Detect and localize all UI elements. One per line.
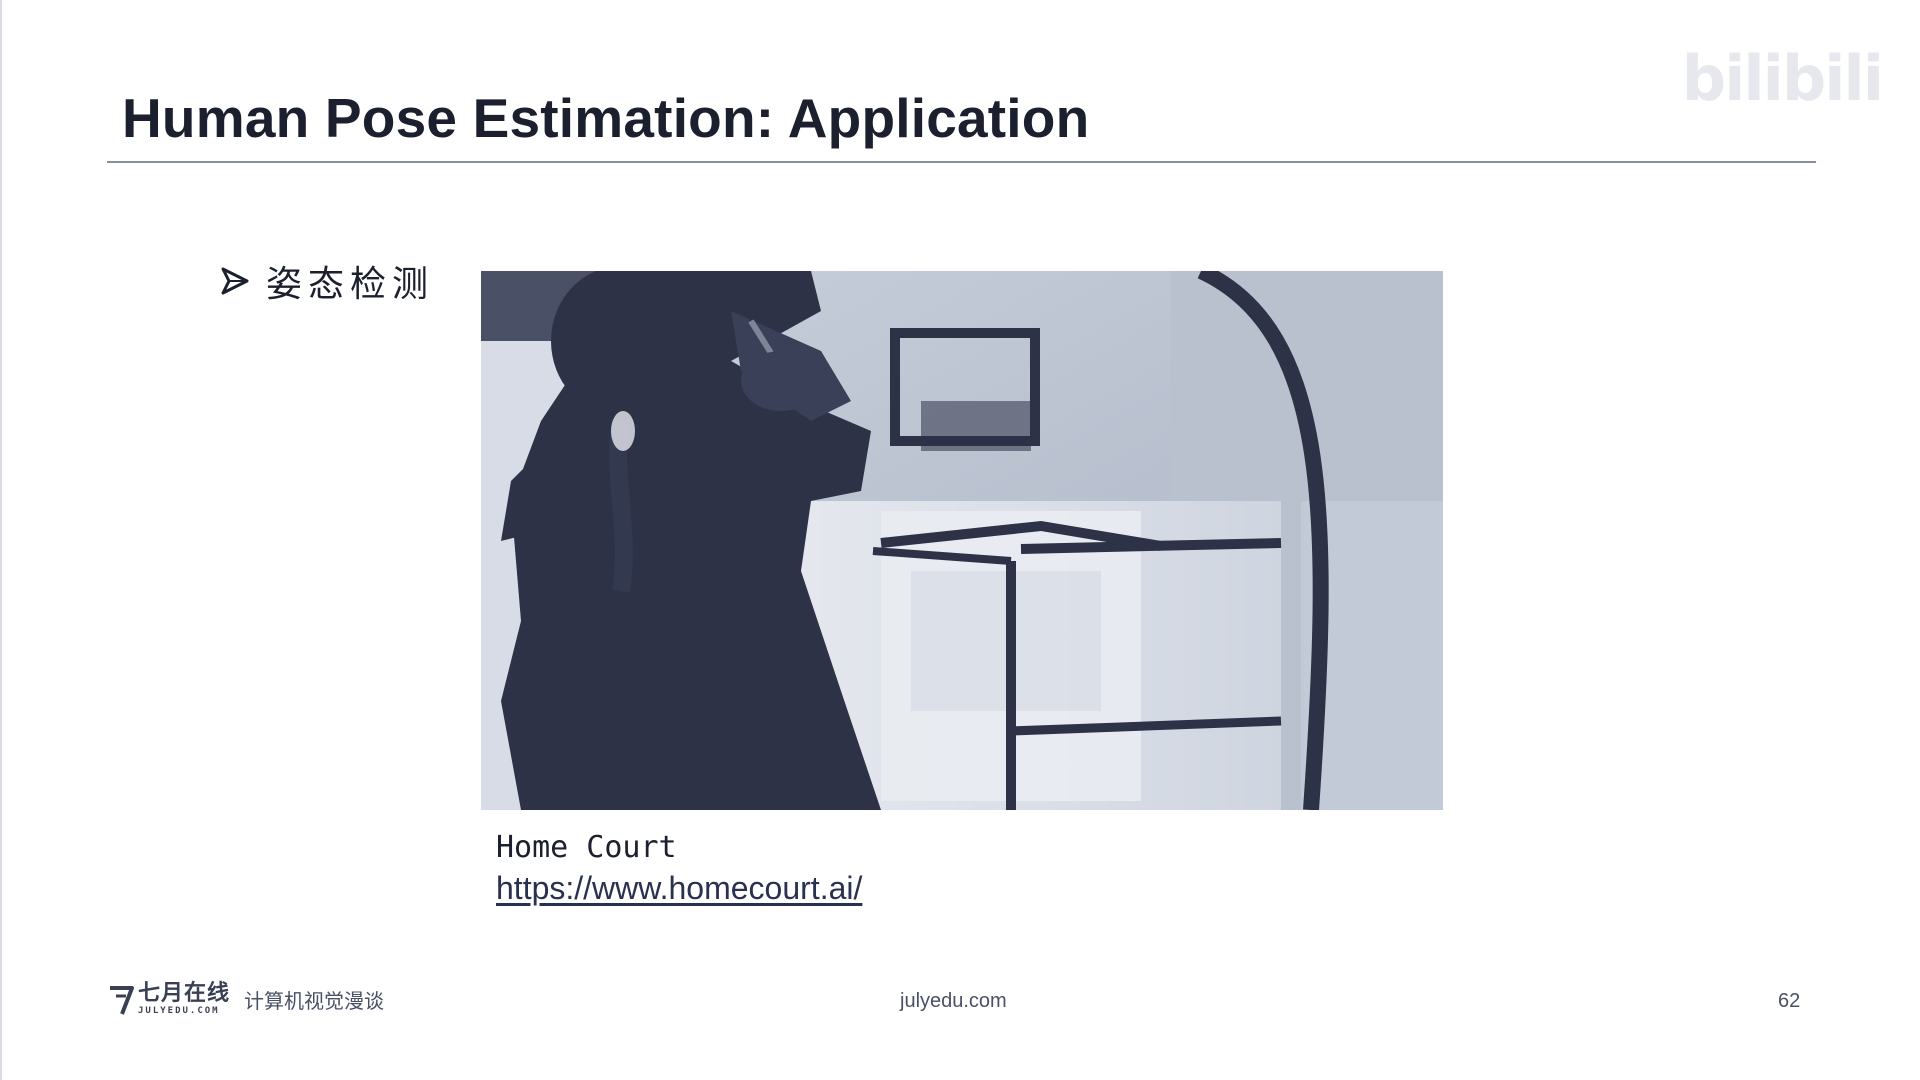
- figure-caption: Home Court: [496, 830, 677, 865]
- homecourt-link[interactable]: https://www.homecourt.ai/: [496, 870, 863, 906]
- logo-chinese-name: 七月在线: [138, 981, 231, 1006]
- page-number: 62: [1778, 990, 1801, 1012]
- basketball-player-image: [481, 271, 1443, 810]
- slide-edge: [0, 0, 2, 1080]
- arrow-bullet-icon: [221, 267, 249, 295]
- bilibili-watermark: bilibili: [1681, 42, 1884, 115]
- julyedu-logo: 七月在线 JULYEDU.COM 计算机视觉漫谈: [108, 983, 384, 1016]
- logo-english-name: JULYEDU.COM: [138, 1006, 220, 1016]
- title-divider: [107, 161, 1816, 163]
- homecourt-video-frame: [481, 271, 1443, 810]
- bullet-text: 姿态检测: [266, 264, 435, 305]
- bullet-item: 姿态检测: [220, 255, 434, 307]
- footer-website: julyedu.com: [900, 990, 1007, 1012]
- julyedu-logo-icon: [110, 985, 134, 1015]
- course-name: 计算机视觉漫谈: [244, 989, 385, 1013]
- slide-title: Human Pose Estimation: Application: [122, 87, 1090, 149]
